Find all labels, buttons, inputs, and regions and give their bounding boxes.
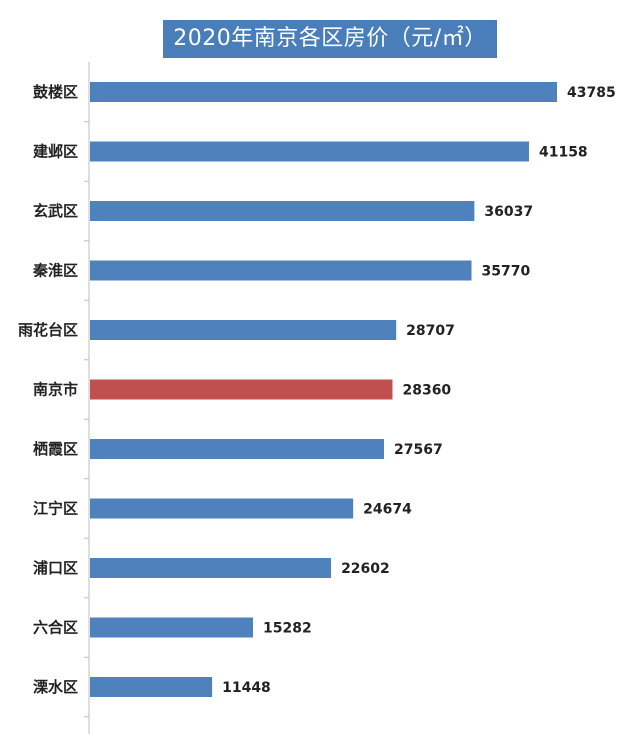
data-label: 28707 bbox=[406, 323, 455, 339]
bar bbox=[90, 498, 354, 519]
bar bbox=[90, 439, 385, 459]
data-label: 41158 bbox=[539, 145, 588, 161]
bar bbox=[90, 617, 253, 638]
bar bbox=[90, 677, 213, 697]
bar bbox=[90, 379, 393, 400]
data-label: 22602 bbox=[341, 561, 390, 577]
data-label: 43785 bbox=[567, 85, 616, 101]
data-label: 11448 bbox=[222, 680, 271, 696]
bar bbox=[90, 260, 472, 281]
category-label: 秦淮区 bbox=[32, 262, 78, 280]
category-label: 雨花台区 bbox=[18, 321, 78, 339]
chart-title: 2020年南京各区房价（元/㎡） bbox=[163, 20, 497, 58]
category-label: 建邺区 bbox=[33, 143, 78, 161]
category-label: 六合区 bbox=[33, 619, 78, 637]
data-label: 24674 bbox=[363, 502, 412, 518]
category-label: 鼓楼区 bbox=[33, 83, 78, 101]
bar bbox=[90, 141, 529, 162]
category-label: 栖霞区 bbox=[33, 440, 78, 458]
bar bbox=[90, 320, 397, 340]
bar bbox=[90, 201, 475, 221]
category-label: 溧水区 bbox=[33, 678, 78, 696]
bar bbox=[90, 82, 557, 102]
data-label: 15282 bbox=[263, 621, 312, 637]
data-label: 36037 bbox=[484, 204, 533, 220]
data-label: 27567 bbox=[394, 442, 443, 458]
data-label: 28360 bbox=[402, 383, 451, 399]
category-label: 南京市 bbox=[33, 381, 78, 399]
category-label: 江宁区 bbox=[33, 500, 78, 518]
category-label: 玄武区 bbox=[33, 202, 78, 220]
category-label: 浦口区 bbox=[33, 559, 78, 577]
bar bbox=[90, 558, 332, 578]
data-label: 35770 bbox=[482, 264, 531, 280]
